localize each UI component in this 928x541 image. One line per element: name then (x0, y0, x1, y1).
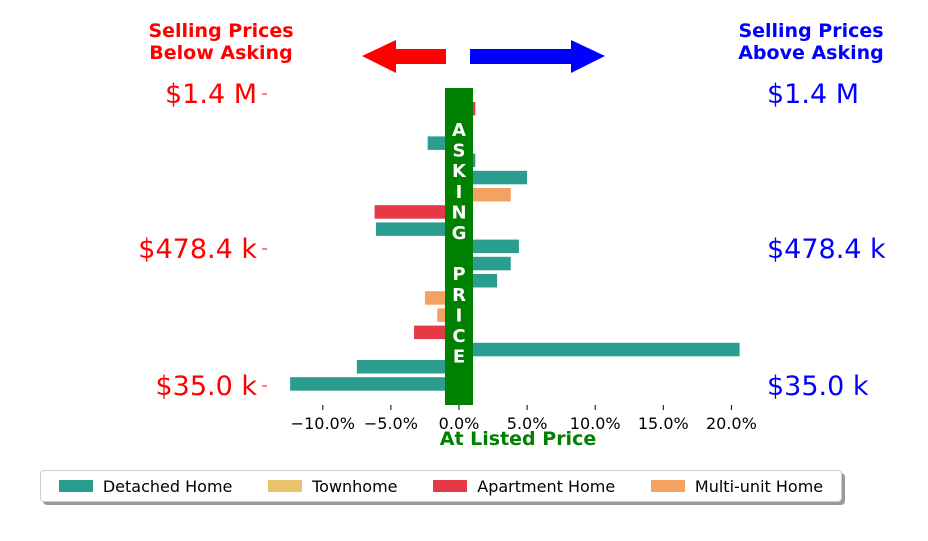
legend-item: Multi-unit Home (650, 476, 824, 496)
above-asking-line-1: Selling Prices (738, 20, 884, 42)
arrow-left-icon (362, 40, 446, 73)
legend-swatch (268, 480, 303, 492)
bar-apartment-home (374, 205, 459, 219)
legend-swatch (650, 480, 685, 492)
x-tick-label: 10.0% (570, 414, 621, 433)
y-left-label: $1.4 M (165, 79, 257, 110)
y-right-label: $35.0 k (767, 371, 869, 402)
legend-item: Detached Home (58, 476, 233, 496)
above-asking-header: Selling Prices Above Asking (710, 20, 912, 64)
bar-detached-home (459, 170, 528, 185)
x-tick-label: 5.0% (507, 414, 548, 433)
band-letter: A (452, 120, 466, 141)
bar-detached-home (290, 377, 459, 391)
bar-detached-home (375, 222, 459, 236)
x-tick-label: 20.0% (706, 414, 757, 433)
asking-price-band (445, 88, 473, 405)
legend-label: Multi-unit Home (694, 476, 824, 496)
y-left-label: $35.0 k (155, 371, 257, 402)
x-tick-label: −5.0% (364, 414, 418, 433)
y-right-label: $1.4 M (767, 79, 859, 110)
bar-detached-home (356, 360, 459, 374)
legend-label: Apartment Home (477, 476, 616, 496)
x-tick-label: −10.0% (291, 414, 355, 433)
legend-item: Apartment Home (433, 477, 615, 496)
band-letter: N (451, 202, 466, 223)
legend-label: Townhome (312, 476, 398, 496)
bar-detached-home (459, 342, 740, 357)
below-asking-header: Selling Prices Below Asking (120, 20, 322, 64)
band-letter: P (452, 264, 465, 285)
below-asking-line-2: Below Asking (149, 42, 293, 64)
legend-swatch (58, 480, 93, 492)
above-asking-line-2: Above Asking (738, 42, 884, 64)
x-tick-label: 15.0% (638, 414, 689, 433)
legend-item: Townhome (268, 476, 398, 496)
band-letter: G (452, 223, 467, 244)
band-letter: K (452, 161, 467, 182)
band-letter: S (453, 141, 466, 162)
band-letter: I (456, 305, 463, 326)
arrow-right-icon (470, 40, 605, 73)
below-asking-line-1: Selling Prices (148, 20, 294, 42)
band-letter: R (452, 285, 466, 306)
x-tick-label: 0.0% (439, 414, 480, 433)
legend: Detached Home Townhome Apartment Home Multi… (40, 470, 842, 502)
x-axis-label: At Listed Price (440, 428, 596, 450)
y-left-label: $478.4 k (138, 234, 257, 265)
legend-label: Detached Home (102, 476, 233, 496)
bar-detached-home (459, 239, 519, 254)
band-letter: E (453, 347, 465, 368)
band-letter: I (456, 182, 463, 203)
band-letter: C (452, 326, 465, 347)
y-right-label: $478.4 k (767, 234, 886, 265)
legend-swatch (433, 480, 468, 492)
